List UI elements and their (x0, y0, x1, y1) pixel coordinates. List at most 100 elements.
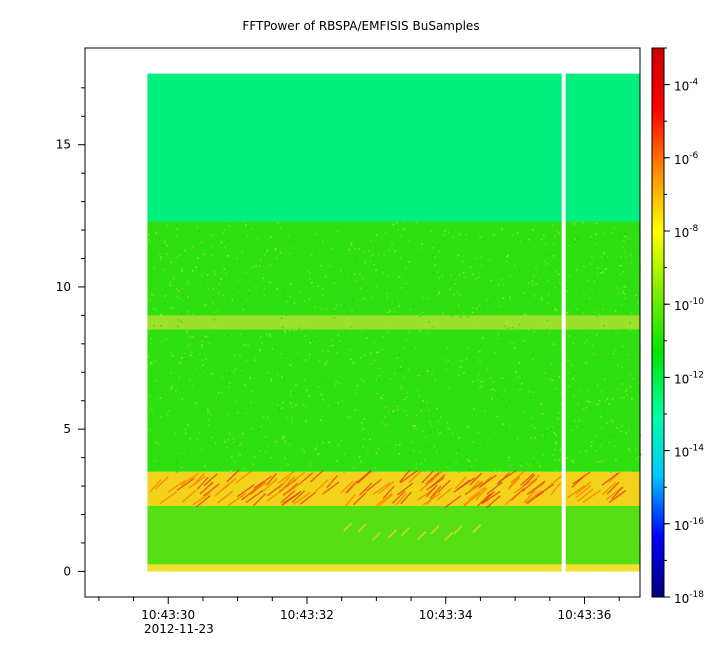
noise-speckle (377, 351, 380, 354)
noise-speckle (382, 394, 384, 396)
noise-speckle (418, 394, 420, 397)
noise-speckle (319, 225, 322, 228)
noise-speckle (207, 411, 209, 414)
noise-speckle (597, 313, 600, 316)
noise-speckle (436, 428, 439, 431)
chorus-streak (382, 486, 395, 499)
noise-speckle (438, 250, 440, 253)
noise-speckle (180, 270, 183, 273)
noise-speckle (474, 257, 477, 260)
noise-speckle (552, 307, 554, 310)
noise-speckle (267, 371, 270, 374)
noise-speckle (281, 376, 283, 379)
noise-speckle (616, 372, 619, 374)
noise-speckle (547, 333, 550, 335)
noise-speckle (350, 358, 352, 360)
noise-speckle (301, 448, 304, 451)
noise-speckle (198, 431, 200, 434)
noise-speckle (374, 324, 377, 327)
noise-speckle (158, 471, 161, 473)
noise-speckle (576, 237, 579, 240)
noise-speckle (179, 297, 182, 299)
noise-speckle (479, 360, 481, 363)
noise-speckle (223, 229, 226, 232)
noise-speckle (264, 436, 267, 438)
noise-speckle (480, 381, 483, 383)
noise-speckle (555, 434, 557, 436)
noise-speckle (595, 241, 597, 243)
chorus-streak (524, 490, 542, 504)
noise-speckle (436, 294, 439, 297)
noise-speckle (354, 279, 357, 282)
noise-speckle (324, 275, 327, 278)
noise-speckle (543, 326, 546, 329)
noise-speckle (280, 353, 283, 356)
noise-speckle (158, 253, 161, 255)
noise-speckle (227, 302, 229, 305)
noise-speckle (208, 342, 211, 344)
noise-speckle (242, 221, 245, 224)
noise-speckle (195, 402, 198, 405)
noise-speckle (256, 237, 259, 240)
noise-speckle (322, 415, 324, 417)
noise-speckle (204, 303, 207, 306)
noise-speckle (518, 323, 521, 326)
noise-speckle (388, 411, 390, 414)
noise-speckle (623, 292, 626, 295)
noise-speckle (175, 459, 178, 462)
noise-speckle (473, 456, 475, 459)
noise-speckle (499, 469, 501, 472)
noise-speckle (446, 347, 449, 350)
noise-speckle (621, 366, 624, 369)
noise-speckle (284, 331, 287, 333)
noise-speckle (422, 297, 424, 299)
noise-speckle (581, 426, 584, 428)
noise-speckle (234, 368, 237, 371)
noise-speckle (480, 344, 482, 346)
noise-speckle (590, 445, 593, 448)
noise-speckle (409, 452, 411, 455)
noise-speckle (313, 411, 316, 414)
noise-speckle (554, 459, 556, 461)
noise-speckle (635, 294, 637, 296)
noise-speckle (458, 359, 461, 362)
noise-speckle (233, 223, 235, 226)
noise-speckle (190, 351, 193, 353)
noise-speckle (461, 379, 463, 381)
noise-speckle (611, 398, 614, 400)
noise-speckle (505, 406, 508, 409)
noise-speckle (158, 462, 161, 465)
noise-speckle (266, 373, 269, 376)
noise-speckle (307, 394, 310, 397)
noise-speckle (186, 313, 188, 316)
noise-speckle (153, 324, 155, 327)
chorus-streak (582, 489, 601, 503)
noise-speckle (414, 346, 417, 349)
chorus-streak (436, 487, 453, 501)
noise-speckle (376, 392, 379, 395)
chorus-streak (606, 481, 620, 495)
noise-speckle (240, 334, 243, 337)
noise-speckle (588, 401, 591, 403)
noise-speckle (486, 368, 489, 371)
faint-feature (417, 531, 427, 541)
noise-speckle (283, 329, 286, 332)
noise-speckle (534, 250, 536, 253)
noise-speckle (195, 375, 197, 377)
noise-speckle (474, 396, 476, 398)
noise-speckle (239, 444, 241, 446)
noise-speckle (308, 353, 311, 356)
noise-speckle (150, 337, 152, 340)
chorus-streak (429, 470, 444, 483)
faint-feature (444, 531, 454, 542)
noise-speckle (264, 319, 266, 322)
noise-speckle (450, 229, 453, 232)
noise-speckle (188, 378, 191, 381)
noise-speckle (369, 239, 372, 242)
noise-speckle (272, 348, 274, 350)
noise-speckle (342, 462, 344, 465)
noise-speckle (253, 357, 256, 360)
noise-speckle (309, 261, 311, 263)
noise-speckle (341, 400, 344, 403)
noise-speckle (393, 373, 396, 375)
